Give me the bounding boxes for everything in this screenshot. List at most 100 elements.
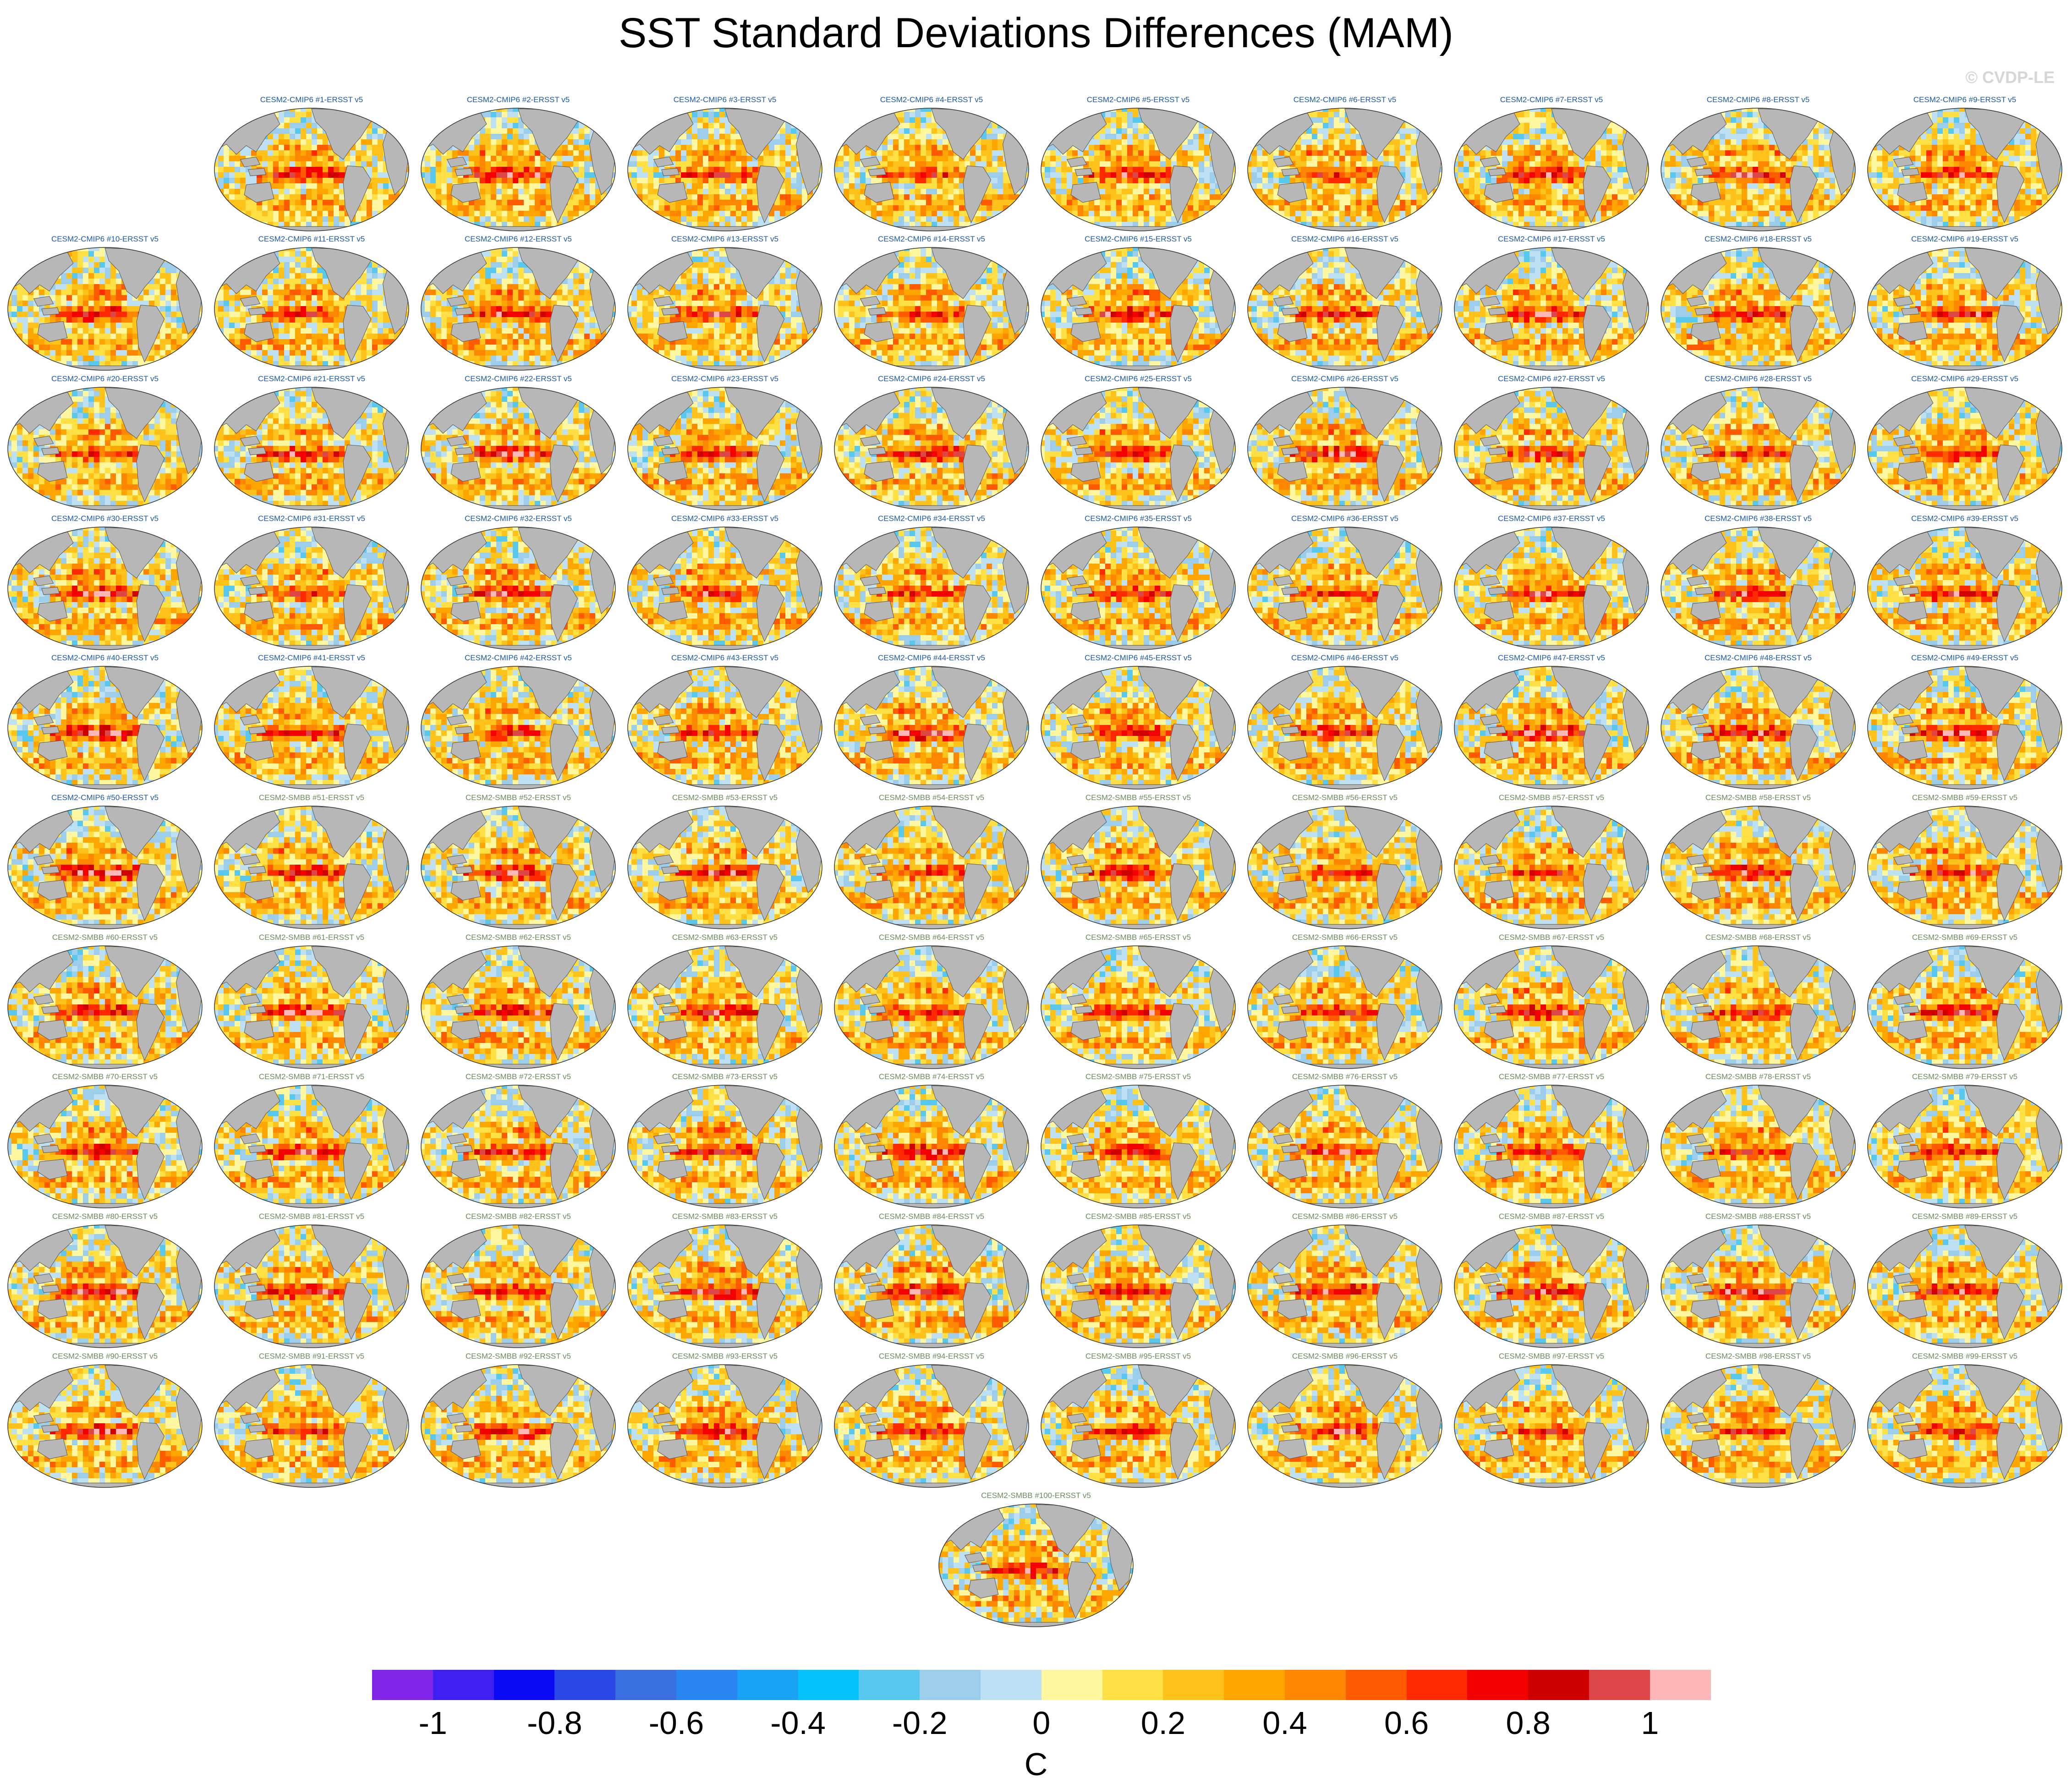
colorbar-swatch	[1041, 1670, 1102, 1700]
panel-title: CESM2-CMIP6 #5-ERSST v5	[1039, 95, 1237, 104]
panel-title: CESM2-SMBB #97-ERSST v5	[1453, 1352, 1650, 1361]
sst-map	[1039, 804, 1237, 931]
map-panel: CESM2-SMBB #68-ERSST v5	[1659, 933, 1857, 1071]
sst-map	[833, 944, 1031, 1070]
panel-title: CESM2-CMIP6 #16-ERSST v5	[1246, 235, 1444, 244]
panel-title: CESM2-SMBB #57-ERSST v5	[1453, 793, 1650, 802]
sst-map	[1659, 804, 1857, 931]
colorbar-tick-label: 0.4	[1239, 1705, 1331, 1741]
panel-title: CESM2-CMIP6 #17-ERSST v5	[1453, 235, 1650, 244]
panel-title: CESM2-SMBB #63-ERSST v5	[626, 933, 824, 942]
panel-title: CESM2-SMBB #81-ERSST v5	[213, 1212, 411, 1221]
sst-map	[833, 525, 1031, 652]
sst-map	[1453, 664, 1650, 791]
map-panel: CESM2-CMIP6 #35-ERSST v5	[1039, 514, 1237, 653]
panel-title: CESM2-SMBB #61-ERSST v5	[213, 933, 411, 942]
panel-title: CESM2-SMBB #99-ERSST v5	[1866, 1352, 2064, 1361]
sst-map	[1246, 1363, 1444, 1489]
panel-title: CESM2-SMBB #89-ERSST v5	[1866, 1212, 2064, 1221]
map-panel: CESM2-SMBB #82-ERSST v5	[419, 1212, 617, 1350]
map-panel: CESM2-CMIP6 #34-ERSST v5	[833, 514, 1031, 653]
map-panel: CESM2-CMIP6 #36-ERSST v5	[1246, 514, 1444, 653]
map-panel: CESM2-SMBB #91-ERSST v5	[213, 1352, 411, 1490]
colorbar-swatch	[1224, 1670, 1285, 1700]
sst-map	[1659, 525, 1857, 652]
map-panel: CESM2-CMIP6 #45-ERSST v5	[1039, 653, 1237, 792]
sst-map	[1039, 1083, 1237, 1210]
panel-title: CESM2-CMIP6 #15-ERSST v5	[1039, 235, 1237, 244]
sst-map	[6, 246, 204, 372]
panel-title: CESM2-CMIP6 #23-ERSST v5	[626, 374, 824, 384]
colorbar-tick-label: 0.2	[1117, 1705, 1209, 1741]
map-panel: CESM2-SMBB #55-ERSST v5	[1039, 793, 1237, 932]
map-panel: CESM2-SMBB #95-ERSST v5	[1039, 1352, 1237, 1490]
map-panel: CESM2-CMIP6 #44-ERSST v5	[833, 653, 1031, 792]
map-panel: CESM2-SMBB #70-ERSST v5	[6, 1072, 204, 1211]
map-panel: CESM2-CMIP6 #42-ERSST v5	[419, 653, 617, 792]
sst-map	[626, 1223, 824, 1350]
sst-map	[213, 1083, 411, 1210]
sst-map	[1246, 1223, 1444, 1350]
colorbar-tick-label: -1	[387, 1705, 479, 1741]
map-panel: CESM2-CMIP6 #50-ERSST v5	[6, 793, 204, 932]
sst-map	[419, 246, 617, 372]
sst-map	[213, 944, 411, 1070]
panel-title: CESM2-SMBB #77-ERSST v5	[1453, 1072, 1650, 1081]
sst-map	[6, 944, 204, 1070]
sst-map	[1039, 525, 1237, 652]
map-panel: CESM2-SMBB #69-ERSST v5	[1866, 933, 2064, 1071]
panel-title: CESM2-CMIP6 #8-ERSST v5	[1659, 95, 1857, 104]
panel-title: CESM2-CMIP6 #30-ERSST v5	[6, 514, 204, 523]
panel-title: CESM2-SMBB #82-ERSST v5	[419, 1212, 617, 1221]
sst-map	[1453, 1083, 1650, 1210]
panel-title: CESM2-SMBB #83-ERSST v5	[626, 1212, 824, 1221]
panel-title: CESM2-SMBB #86-ERSST v5	[1246, 1212, 1444, 1221]
map-panel: CESM2-CMIP6 #4-ERSST v5	[833, 95, 1031, 234]
map-panel: CESM2-SMBB #90-ERSST v5	[6, 1352, 204, 1490]
panel-title: CESM2-CMIP6 #49-ERSST v5	[1866, 653, 2064, 663]
map-panel: CESM2-CMIP6 #11-ERSST v5	[213, 235, 411, 373]
map-panel: CESM2-SMBB #74-ERSST v5	[833, 1072, 1031, 1211]
map-panel: CESM2-CMIP6 #43-ERSST v5	[626, 653, 824, 792]
map-panel: CESM2-SMBB #54-ERSST v5	[833, 793, 1031, 932]
sst-map	[1246, 804, 1444, 931]
sst-map	[1453, 246, 1650, 372]
sst-map	[6, 525, 204, 652]
map-panel: CESM2-SMBB #97-ERSST v5	[1453, 1352, 1650, 1490]
map-panel: CESM2-CMIP6 #21-ERSST v5	[213, 374, 411, 513]
map-panel: CESM2-SMBB #85-ERSST v5	[1039, 1212, 1237, 1350]
map-panel: CESM2-SMBB #79-ERSST v5	[1866, 1072, 2064, 1211]
sst-map	[1246, 246, 1444, 372]
map-panel: CESM2-CMIP6 #32-ERSST v5	[419, 514, 617, 653]
map-panel: CESM2-CMIP6 #41-ERSST v5	[213, 653, 411, 792]
colorbar-tick-label: 1	[1604, 1705, 1696, 1741]
panel-title: CESM2-CMIP6 #6-ERSST v5	[1246, 95, 1444, 104]
map-panel: CESM2-SMBB #86-ERSST v5	[1246, 1212, 1444, 1350]
map-panel: CESM2-SMBB #73-ERSST v5	[626, 1072, 824, 1211]
sst-map	[1866, 664, 2064, 791]
sst-map	[213, 664, 411, 791]
map-panel: CESM2-CMIP6 #49-ERSST v5	[1866, 653, 2064, 792]
map-panel: CESM2-CMIP6 #12-ERSST v5	[419, 235, 617, 373]
panel-title: CESM2-SMBB #84-ERSST v5	[833, 1212, 1031, 1221]
map-panel: CESM2-CMIP6 #25-ERSST v5	[1039, 374, 1237, 513]
map-panel: CESM2-CMIP6 #30-ERSST v5	[6, 514, 204, 653]
colorbar-swatch	[615, 1670, 676, 1700]
map-panel: CESM2-SMBB #64-ERSST v5	[833, 933, 1031, 1071]
panel-title: CESM2-CMIP6 #47-ERSST v5	[1453, 653, 1650, 663]
map-panel: CESM2-SMBB #65-ERSST v5	[1039, 933, 1237, 1071]
colorbar-swatch	[676, 1670, 737, 1700]
sst-map	[1453, 106, 1650, 233]
sst-map	[626, 106, 824, 233]
panel-title: CESM2-SMBB #92-ERSST v5	[419, 1352, 617, 1361]
sst-map	[626, 525, 824, 652]
map-panel: CESM2-CMIP6 #3-ERSST v5	[626, 95, 824, 234]
panel-title: CESM2-CMIP6 #39-ERSST v5	[1866, 514, 2064, 523]
map-panel: CESM2-CMIP6 #13-ERSST v5	[626, 235, 824, 373]
sst-map	[833, 385, 1031, 512]
panel-title: CESM2-SMBB #95-ERSST v5	[1039, 1352, 1237, 1361]
sst-map	[833, 1223, 1031, 1350]
map-panel: CESM2-CMIP6 #17-ERSST v5	[1453, 235, 1650, 373]
sst-map	[1866, 1083, 2064, 1210]
